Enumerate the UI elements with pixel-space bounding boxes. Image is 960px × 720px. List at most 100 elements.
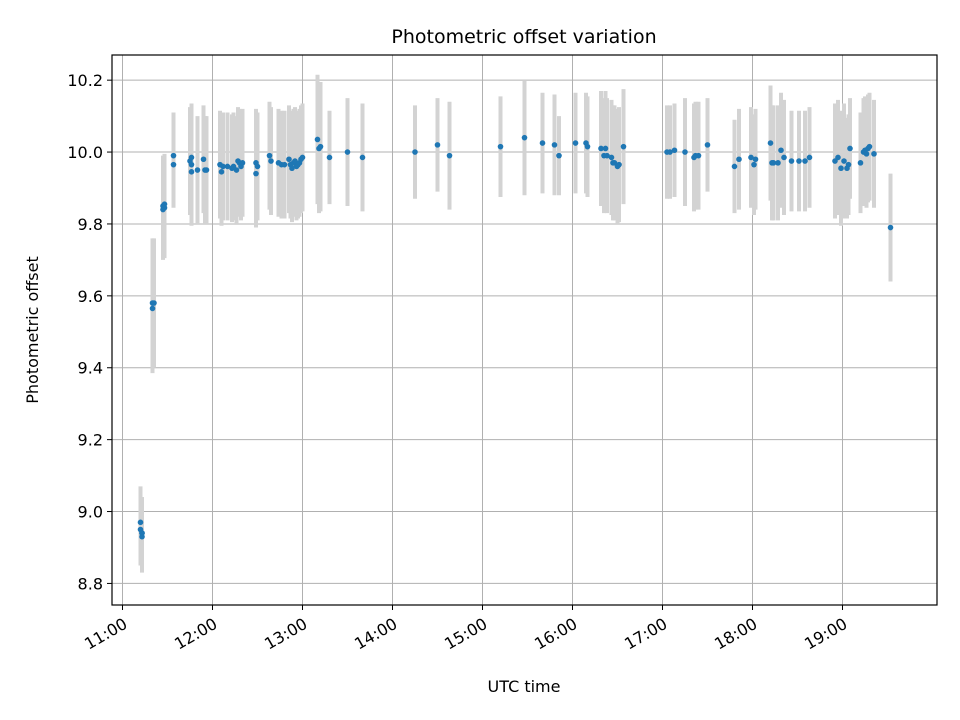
x-axis-ticks: 11:00 12:00 13:00 14:00 15:00 16:00 17:00 18:00… bbox=[81, 605, 851, 654]
data-point bbox=[497, 143, 504, 150]
data-point bbox=[253, 170, 259, 177]
x-tick-label: 16:00 bbox=[531, 614, 580, 654]
data-point bbox=[188, 169, 195, 175]
data-point bbox=[289, 165, 295, 172]
data-point bbox=[736, 156, 742, 163]
data-point bbox=[871, 151, 877, 157]
data-point bbox=[344, 149, 351, 155]
x-tick-label: 13:00 bbox=[261, 614, 310, 654]
data-point bbox=[752, 156, 759, 163]
data-point bbox=[551, 142, 558, 148]
data-point bbox=[847, 145, 853, 152]
data-point bbox=[218, 169, 225, 175]
x-tick-label: 14:00 bbox=[351, 614, 400, 654]
data-point bbox=[220, 163, 226, 170]
data-point bbox=[608, 154, 615, 161]
data-point bbox=[602, 145, 609, 152]
data-point bbox=[434, 142, 441, 148]
data-point bbox=[682, 149, 688, 155]
y-tick-label: 9.0 bbox=[78, 503, 103, 522]
y-tick-label: 9.4 bbox=[78, 359, 103, 378]
data-point bbox=[806, 154, 813, 161]
y-tick-label: 9.2 bbox=[78, 431, 103, 450]
data-point bbox=[281, 161, 288, 168]
data-point bbox=[266, 152, 273, 159]
data-point bbox=[188, 161, 195, 168]
data-point bbox=[268, 158, 274, 164]
data-point bbox=[314, 136, 321, 143]
data-point bbox=[194, 167, 201, 173]
data-point bbox=[137, 519, 144, 526]
x-tick-label: 12:00 bbox=[171, 614, 220, 654]
chart-title: Photometric offset variation bbox=[391, 26, 656, 48]
data-point bbox=[446, 152, 453, 159]
data-point bbox=[770, 160, 777, 166]
data-point bbox=[802, 158, 808, 164]
data-point bbox=[775, 160, 781, 166]
data-point bbox=[200, 156, 207, 163]
y-tick-label: 8.8 bbox=[78, 574, 103, 593]
data-point bbox=[224, 163, 231, 170]
data-point bbox=[778, 147, 784, 154]
data-point bbox=[239, 160, 246, 166]
data-point bbox=[616, 161, 622, 168]
data-point bbox=[170, 152, 177, 159]
data-point bbox=[539, 140, 546, 146]
data-point bbox=[299, 154, 306, 161]
data-point bbox=[170, 161, 177, 168]
data-point bbox=[863, 151, 870, 157]
plot-frame bbox=[111, 54, 938, 606]
x-tick-label: 18:00 bbox=[711, 614, 760, 654]
data-point bbox=[767, 140, 774, 146]
data-point bbox=[845, 161, 852, 168]
data-point bbox=[149, 305, 156, 312]
data-point bbox=[857, 160, 864, 166]
data-point bbox=[751, 161, 757, 168]
y-axis-ticks: 8.8 9.0 9.2 9.4 9.6 9.8 10.0 10.2 bbox=[67, 71, 112, 593]
y-tick-label: 9.6 bbox=[78, 287, 103, 306]
data-point bbox=[838, 165, 844, 172]
data-point bbox=[326, 154, 333, 161]
x-axis-label: UTC time bbox=[488, 677, 561, 696]
y-axis-label: Photometric offset bbox=[23, 256, 42, 404]
data-point bbox=[731, 163, 738, 170]
data-point bbox=[161, 204, 168, 211]
data-point bbox=[317, 143, 324, 150]
data-point bbox=[704, 142, 711, 148]
data-point bbox=[139, 530, 145, 536]
data-point bbox=[835, 154, 841, 161]
data-point bbox=[748, 154, 754, 161]
data-points bbox=[137, 134, 894, 540]
data-point bbox=[286, 156, 292, 163]
data-point bbox=[359, 154, 366, 161]
data-point bbox=[604, 152, 610, 159]
x-tick-label: 15:00 bbox=[441, 614, 490, 654]
data-point bbox=[151, 300, 157, 306]
x-tick-label: 11:00 bbox=[81, 614, 130, 654]
x-tick-label: 17:00 bbox=[621, 614, 670, 654]
data-point bbox=[695, 152, 702, 159]
y-tick-label: 9.8 bbox=[78, 215, 103, 234]
x-tick-label: 19:00 bbox=[801, 614, 850, 654]
data-point bbox=[572, 140, 579, 146]
data-point bbox=[781, 154, 787, 161]
y-tick-label: 10.0 bbox=[67, 143, 103, 162]
data-point bbox=[584, 143, 591, 150]
data-point bbox=[866, 143, 873, 150]
data-point bbox=[667, 149, 673, 155]
error-bars bbox=[138, 74, 893, 573]
data-point bbox=[412, 149, 418, 155]
data-point bbox=[556, 152, 562, 159]
data-point bbox=[188, 154, 195, 161]
data-point bbox=[671, 147, 678, 154]
data-point bbox=[887, 224, 894, 231]
data-point bbox=[788, 158, 795, 164]
data-point bbox=[233, 167, 240, 173]
data-point bbox=[203, 167, 210, 173]
data-point bbox=[521, 134, 528, 141]
data-point bbox=[598, 145, 604, 152]
data-point bbox=[796, 158, 802, 164]
data-point bbox=[620, 143, 627, 150]
y-tick-label: 10.2 bbox=[67, 71, 103, 90]
